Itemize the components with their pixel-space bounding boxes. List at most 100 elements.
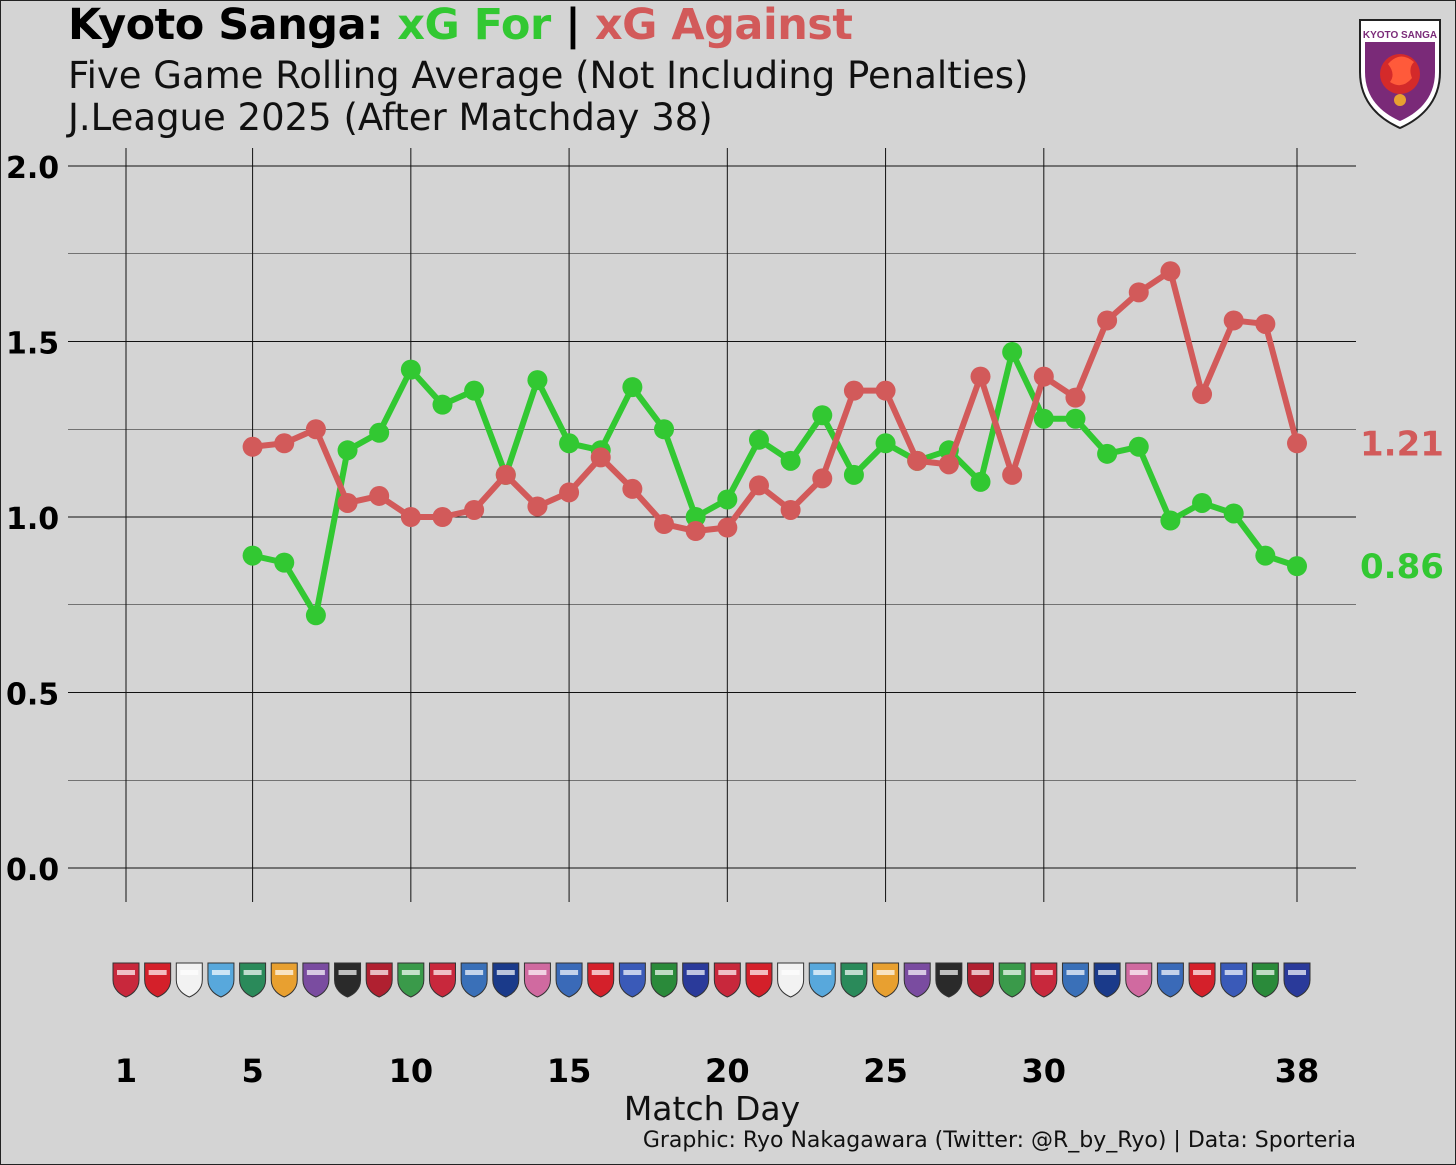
kobe-badge: [1283, 962, 1311, 998]
data-point: [337, 492, 358, 513]
yokohama-fc-badge: [1251, 962, 1279, 998]
series-xg-against: [242, 261, 1307, 542]
data-point: [717, 489, 738, 510]
data-point: [622, 478, 643, 499]
data-point: [812, 405, 833, 426]
data-point: [748, 429, 769, 450]
series-layer: [242, 261, 1307, 626]
data-point: [1033, 366, 1054, 387]
nagoya-badge: [587, 962, 615, 998]
data-point: [654, 514, 675, 535]
fc-tokyo-badge: [967, 962, 995, 998]
data-point: [938, 454, 959, 475]
data-point: [1002, 342, 1023, 363]
tokyo-verdy-badge: [903, 962, 931, 998]
subtitle-rolling: Five Game Rolling Average (Not Including…: [68, 54, 1029, 97]
data-point: [432, 507, 453, 527]
data-point: [590, 447, 611, 468]
x-tick-label: 15: [547, 1052, 592, 1090]
data-point: [1287, 433, 1307, 454]
data-point: [875, 433, 896, 454]
x-tick-label: 10: [389, 1052, 434, 1090]
data-point: [970, 471, 991, 492]
chart-title: Kyoto Sanga: xG For | xG Against: [68, 0, 853, 50]
data-point: [970, 366, 991, 387]
data-point: [337, 440, 358, 461]
shimizu-badge: [935, 962, 963, 998]
data-point: [1065, 387, 1086, 408]
opponent-badge-row: [112, 962, 1311, 998]
subtitle-league: J.League 2025 (After Matchday 38): [68, 96, 713, 139]
data-point: [369, 485, 390, 506]
cerezo-badge: [523, 962, 551, 998]
y-tick-label: 1.0: [6, 502, 59, 537]
x-tick-label: 20: [705, 1052, 750, 1090]
data-point: [717, 517, 738, 538]
data-point: [875, 380, 896, 401]
data-point: [1223, 310, 1244, 331]
data-point: [907, 450, 928, 471]
title-xg-for: xG For: [397, 0, 551, 50]
yokohama-fm-badge: [618, 962, 646, 998]
title-xg-against: xG Against: [594, 0, 853, 50]
y-tick-labels: 0.0 0.5 1.0 1.5 2.0: [6, 151, 59, 888]
cerezo-badge: [1093, 962, 1121, 998]
gamba-badge: [777, 962, 805, 998]
nagoya-badge: [872, 962, 900, 998]
data-point: [1223, 503, 1244, 524]
shimizu-badge: [270, 962, 298, 998]
data-point: [559, 433, 580, 454]
data-point: [1192, 384, 1213, 405]
data-point: [274, 433, 295, 454]
data-point: [1065, 408, 1086, 429]
x-axis-label: Match Day: [623, 1089, 801, 1128]
title-separator: |: [565, 0, 581, 50]
kawasaki-badge: [207, 962, 235, 998]
data-point: [495, 464, 516, 485]
tokyo-verdy-badge: [650, 962, 678, 998]
data-point: [400, 359, 421, 380]
credit-text: Graphic: Ryo Nakagawara (Twitter: @R_by_…: [642, 1128, 1356, 1153]
x-tick-label: 5: [241, 1052, 263, 1090]
urawa-badge: [144, 962, 172, 998]
okayama-badge: [808, 962, 836, 998]
kyoto-sanga-crest-icon: KYOTO SANGA: [1359, 19, 1441, 130]
fc-tokyo-badge: [682, 962, 710, 998]
hiroshima-badge: [302, 962, 330, 998]
data-point: [1002, 464, 1023, 485]
niigata-badge: [239, 962, 267, 998]
data-point: [1160, 261, 1181, 282]
series-line: [251, 349, 1298, 619]
data-point: [527, 496, 548, 517]
shonan-badge: [397, 962, 425, 998]
y-tick-label: 0.5: [6, 678, 59, 713]
data-point: [654, 419, 675, 440]
end-label: 0.86: [1360, 547, 1444, 587]
urawa-badge: [713, 962, 741, 998]
data-point: [748, 475, 769, 496]
data-point: [843, 380, 864, 401]
data-point: [1287, 556, 1307, 577]
end-labels: 0.86 1.21: [1360, 424, 1444, 587]
gamba-badge: [492, 962, 520, 998]
yokohama-fc-badge: [460, 962, 488, 998]
kawasaki-badge: [1125, 962, 1153, 998]
series-line: [252, 268, 1300, 535]
x-tick-labels: 1 5 10 15 20 25 30 38: [115, 1052, 1319, 1090]
kashima-badge: [1188, 962, 1216, 998]
shonan-badge: [1156, 962, 1184, 998]
data-point: [305, 605, 326, 626]
data-point: [780, 450, 801, 471]
okayama-badge: [428, 962, 456, 998]
data-point: [1255, 313, 1276, 334]
series-xg-for: [242, 342, 1307, 626]
data-point: [242, 545, 263, 566]
hiroshima-badge: [1030, 962, 1058, 998]
end-label: 1.21: [1360, 424, 1444, 464]
data-point: [464, 380, 485, 401]
kobe-badge: [175, 962, 203, 998]
data-point: [1097, 443, 1118, 464]
data-point: [780, 499, 801, 520]
data-point: [464, 499, 485, 520]
